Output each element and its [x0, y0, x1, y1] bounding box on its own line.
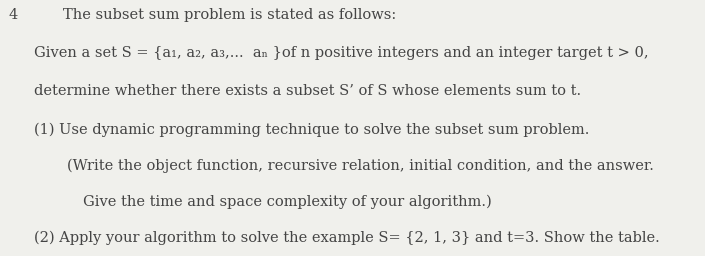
- Text: Given a set S = {a₁, a₂, a₃,...  aₙ }of n positive integers and an integer targe: Given a set S = {a₁, a₂, a₃,... aₙ }of n…: [34, 46, 649, 60]
- Text: 4: 4: [8, 8, 18, 22]
- Text: Give the time and space complexity of your algorithm.): Give the time and space complexity of yo…: [83, 195, 492, 209]
- Text: (1) Use dynamic programming technique to solve the subset sum problem.: (1) Use dynamic programming technique to…: [34, 123, 589, 137]
- Text: determine whether there exists a subset S’ of S whose elements sum to t.: determine whether there exists a subset …: [34, 84, 581, 99]
- Text: (Write the object function, recursive relation, initial condition, and the answe: (Write the object function, recursive re…: [67, 159, 654, 173]
- Text: The subset sum problem is stated as follows:: The subset sum problem is stated as foll…: [63, 8, 397, 22]
- Text: (2) Apply your algorithm to solve the example S= {2, 1, 3} and t=3. Show the tab: (2) Apply your algorithm to solve the ex…: [34, 230, 660, 245]
